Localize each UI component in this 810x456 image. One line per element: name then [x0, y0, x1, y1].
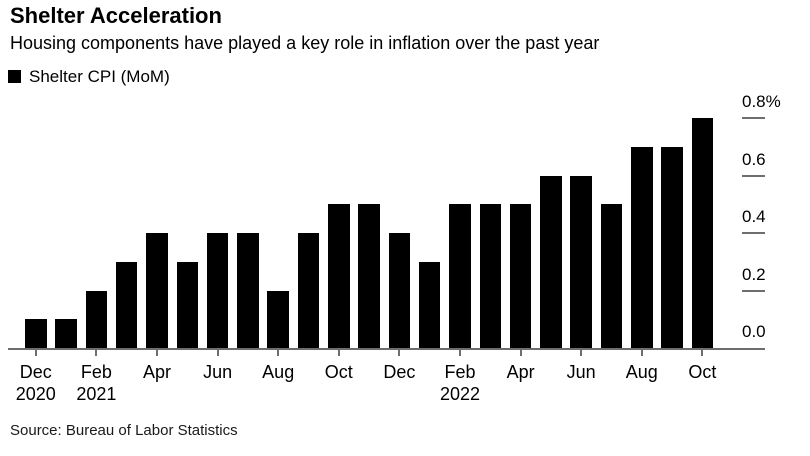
x-axis-tick [398, 350, 401, 356]
x-axis-tick [459, 350, 461, 356]
bar-mar-2021 [115, 261, 138, 348]
bar-jul-2021 [237, 233, 259, 348]
y-axis-tick-label: 0.6 [742, 149, 766, 169]
x-axis-tick [216, 350, 219, 356]
y-axis-tick-label: 0.2 [742, 264, 766, 284]
x-axis-tick-label: Oct [688, 362, 717, 382]
bar-sep-2022 [661, 146, 683, 348]
chart-title: Shelter Acceleration [10, 3, 222, 28]
bar-jan-2022 [418, 261, 441, 348]
y-axis-tick [742, 232, 765, 234]
bar-may-2021 [176, 261, 199, 348]
bar-aug-2022 [631, 146, 653, 348]
legend: Shelter CPI (MoM) [8, 66, 170, 86]
x-axis-tick [34, 350, 37, 356]
x-axis-tick-label: Oct [324, 362, 353, 382]
x-axis-tick-label: Aug [262, 362, 295, 382]
bar-dec-2021 [388, 233, 411, 348]
bar-feb-2022 [449, 204, 471, 348]
y-axis-tick-label: 0.4 [742, 207, 766, 226]
x-axis-tick-label: Apr [142, 362, 171, 382]
bar-jul-2022 [600, 204, 623, 348]
x-axis-tick-label: Feb 2022 [439, 362, 481, 404]
x-axis-line [8, 348, 765, 350]
legend-label: Shelter CPI (MoM) [29, 66, 170, 86]
x-axis-tick-label: Jun [203, 362, 233, 382]
x-axis-tick [519, 350, 522, 356]
bar-jan-2021 [55, 319, 77, 348]
y-axis-tick [742, 117, 765, 119]
x-axis-tick-label: Apr [506, 362, 535, 382]
y-axis-tick [742, 174, 765, 177]
x-axis-tick [156, 350, 158, 356]
bar-dec-2020 [25, 319, 47, 348]
x-axis-tick-label: Aug [625, 362, 658, 382]
bar-oct-2021 [328, 204, 350, 348]
bar-apr-2022 [509, 204, 532, 348]
y-axis-tick [742, 289, 765, 292]
bar-aug-2021 [267, 290, 289, 348]
x-axis-tick [640, 350, 643, 356]
bar-sep-2021 [297, 233, 320, 348]
bar-jun-2021 [206, 233, 229, 348]
x-axis-tick [580, 350, 583, 356]
bar-oct-2022 [691, 118, 714, 348]
x-axis-tick [701, 350, 704, 356]
x-axis-tick-label: Dec [383, 362, 416, 382]
bar-apr-2021 [146, 233, 168, 348]
y-axis-tick-label: 0.0 [742, 322, 766, 341]
chart-subtitle: Housing components have played a key rol… [10, 33, 600, 53]
bar-may-2022 [540, 175, 562, 348]
x-axis-tick [277, 350, 280, 356]
legend-swatch-icon [8, 70, 21, 83]
x-axis-tick-label: Jun [566, 362, 596, 382]
bar-nov-2021 [358, 204, 380, 348]
bar-mar-2022 [479, 204, 502, 348]
x-axis-tick-label: Dec 2020 [15, 362, 56, 404]
x-axis-tick-label: Feb 2021 [76, 362, 117, 404]
y-axis-tick-label: 0.8% [742, 92, 781, 111]
source-note: Source: Bureau of Labor Statistics [10, 422, 238, 439]
bar-feb-2021 [85, 290, 108, 348]
x-axis-tick [337, 350, 340, 356]
bar-jun-2022 [570, 175, 592, 348]
x-axis-tick [95, 350, 98, 356]
